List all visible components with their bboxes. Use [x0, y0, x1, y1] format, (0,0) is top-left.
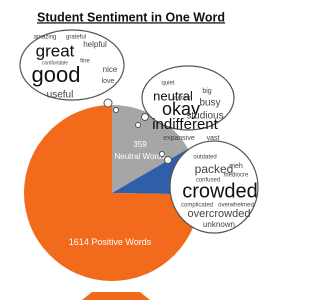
slice-value-label: 359 — [133, 140, 147, 149]
cloud-word: fine — [80, 59, 90, 65]
cloud-word: mediocre — [224, 173, 249, 179]
cloud-shape — [19, 29, 125, 101]
slice-category-label: Positive Words — [91, 237, 151, 247]
cloud-word: meh — [229, 163, 243, 170]
slice-value-label: 1614 — [69, 237, 89, 247]
cloud-word: decent — [174, 96, 192, 102]
cloud-word: great — [36, 41, 75, 60]
cloud-word: comfortable — [42, 60, 68, 66]
cloud-word: packed — [195, 162, 234, 176]
cloud-word: helpful — [83, 40, 107, 49]
cloud-tail — [141, 113, 149, 121]
cloud-word: quiet — [161, 81, 174, 87]
pointer-shape — [82, 292, 150, 300]
cloud-tail — [103, 98, 113, 108]
cloud-shape — [141, 65, 235, 131]
cloud-word: indifferent — [152, 116, 218, 133]
cloud-tail — [113, 107, 119, 113]
cloud-word: studious — [186, 111, 223, 122]
cloud-tail — [135, 122, 141, 128]
cloud-word: good — [32, 62, 81, 87]
cloud-word: unknown — [203, 220, 235, 229]
cloud-tail — [164, 156, 172, 164]
cloud-tail — [159, 151, 165, 157]
cloud-word: busy — [199, 98, 220, 109]
cloud-word: confused — [196, 178, 220, 184]
cloud-word: vast — [207, 135, 220, 142]
cloud-word: complicated — [181, 203, 213, 209]
cloud-word: amazing — [34, 35, 57, 41]
cloud-word: expansive — [163, 135, 195, 142]
cloud-word: overwhelmed — [218, 203, 254, 209]
cloud-word: crowded — [182, 180, 258, 202]
infographic: Student Sentiment in One Word 359 Neutral… — [19, 10, 259, 300]
cloud-word: outdated — [193, 155, 216, 161]
slice-category-label: Neutral Words — [115, 152, 166, 161]
slice-label: 1614 Positive Words — [69, 237, 152, 247]
cloud-word: neutral — [153, 88, 193, 103]
cloud-word: okay — [162, 99, 200, 119]
cloud-word: overcrowded — [188, 208, 251, 220]
cloud-word: grateful — [66, 35, 86, 41]
cloud-word: useful — [47, 90, 74, 101]
chart-title: Student Sentiment in One Word — [37, 10, 225, 24]
cloud-word: love — [102, 78, 115, 85]
cloud-word: nice — [103, 65, 118, 74]
cloud-shape — [169, 140, 259, 234]
pie-slice — [24, 105, 200, 281]
cloud-word: big — [202, 88, 211, 95]
